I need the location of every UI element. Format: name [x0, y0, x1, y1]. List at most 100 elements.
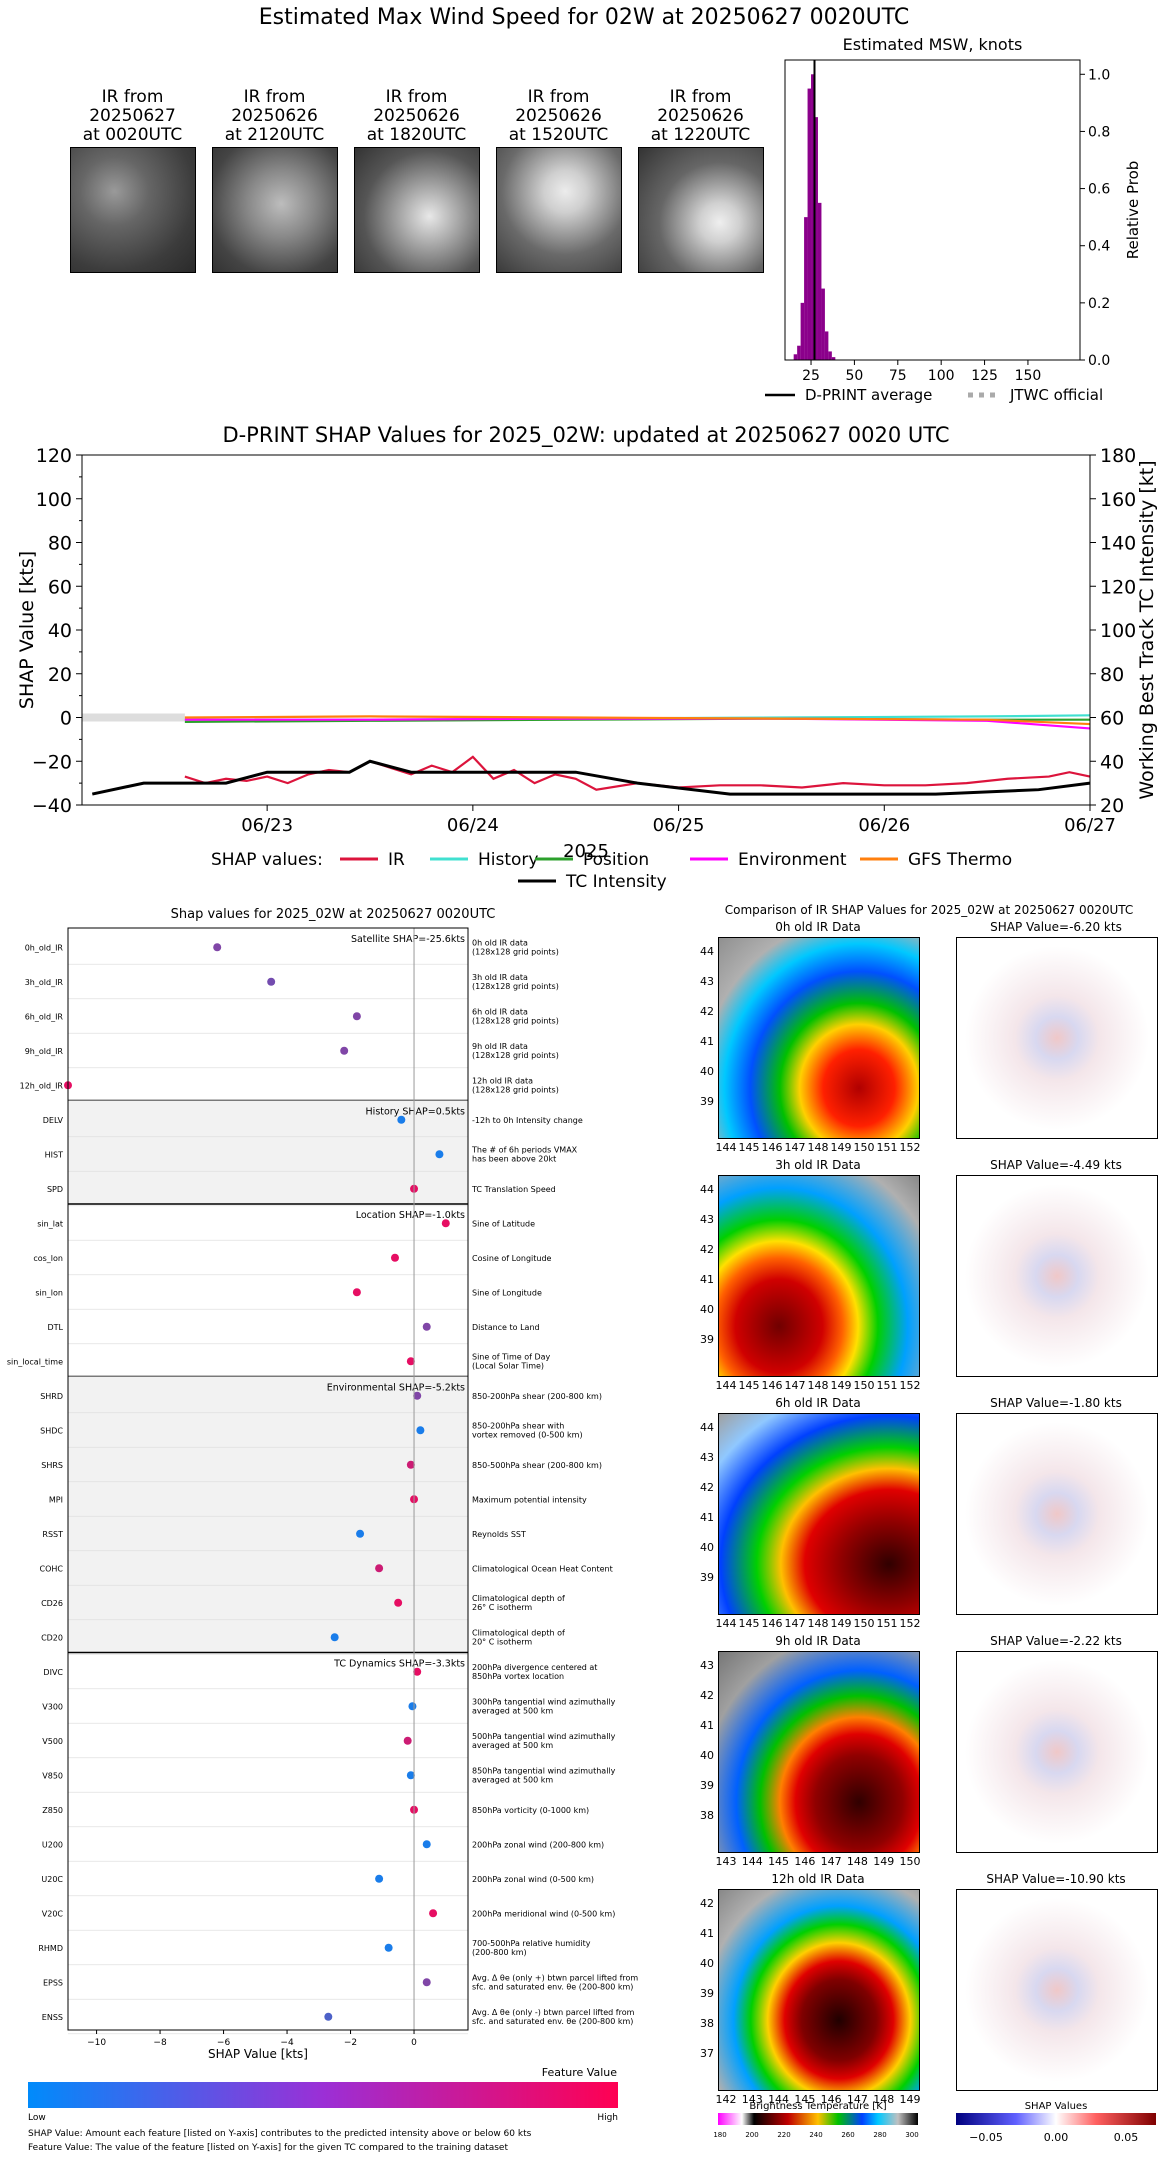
ir-x-tick-label: 150 [853, 1141, 875, 1154]
x-tick-label: −2 [344, 2038, 357, 2048]
x-tick-label: −8 [153, 2038, 167, 2048]
feature-point [422, 1322, 431, 1331]
group-label: Location SHAP=-1.0kts [356, 1210, 465, 1221]
ir-x-tick-label: 150 [853, 1617, 875, 1630]
x-tick-label: 06/26 [858, 815, 910, 836]
legend-official-label: JTWC official [1009, 386, 1103, 404]
feature-label: COHC [40, 1564, 64, 1573]
feature-point [422, 1978, 431, 1987]
histogram-bar [824, 331, 829, 360]
feature-label: U200 [42, 1840, 63, 1849]
ir-thumbnail-label: IR from 20250627 at 0020UTC [82, 87, 183, 145]
ir-x-tick-label: 149 [830, 1141, 852, 1154]
ir-y-tick-label: 41 [700, 1719, 714, 1732]
legend-label: TC Intensity [565, 872, 667, 892]
histogram-bar [814, 117, 818, 361]
feature-label: 3h_old_IR [25, 978, 64, 987]
ir-y-tick-label: 44 [700, 1183, 714, 1196]
x-tick-label: 06/25 [653, 815, 705, 836]
shap-colorbar-tick: 0.00 [1044, 2131, 1069, 2144]
legend-prefix: SHAP values: [211, 850, 323, 870]
feature-label: SHRD [40, 1392, 63, 1401]
feature-point [340, 1046, 349, 1055]
ir-y-tick-label: 43 [700, 1659, 714, 1672]
ir-data-image [718, 937, 920, 1139]
ir-x-tick-label: 148 [846, 1855, 868, 1868]
feature-point [324, 2012, 333, 2021]
ir-y-tick-label: 41 [700, 1927, 714, 1940]
ir-x-tick-label: 145 [738, 1379, 760, 1392]
ir-y-tick-label: 42 [700, 1897, 714, 1910]
feature-label: EPSS [43, 1978, 63, 1987]
y-tick-label: 0.2 [1088, 296, 1110, 312]
ir-x-tick-label: 146 [761, 1141, 783, 1154]
feature-point [213, 943, 222, 952]
feature-point [429, 1909, 438, 1918]
timeseries-axes-frame [81, 454, 1091, 806]
histogram-bar [804, 217, 808, 360]
group-label: Environmental SHAP=-5.2kts [327, 1383, 465, 1394]
feature-point [435, 1150, 444, 1159]
ir-x-tick-label: 151 [876, 1379, 898, 1392]
x-tick-label: −4 [280, 2038, 294, 2048]
feature-description: Avg. Δ θe (only +) btwn parcel lifted fr… [472, 1973, 638, 1991]
shap-colorbar-label: SHAP Values [1025, 2101, 1088, 2112]
ir-comparison-title: Comparison of IR SHAP Values for 2025_02… [724, 903, 1134, 917]
feature-point [375, 1874, 384, 1883]
ir-x-tick-label: 145 [738, 1141, 760, 1154]
feature-description: Reynolds SST [472, 1530, 526, 1539]
ir-shap-title: SHAP Value=-6.20 kts [990, 920, 1122, 934]
ir-y-tick-label: 43 [700, 975, 714, 988]
x-tick-label: 06/27 [1064, 815, 1116, 836]
ir-y-tick-label: 42 [700, 1243, 714, 1256]
ir-x-tick-label: 145 [794, 2093, 816, 2106]
ir-x-tick-label: 150 [899, 1855, 921, 1868]
feature-label: ENSS [42, 2013, 63, 2022]
ir-x-tick-label: 148 [873, 2093, 895, 2106]
feature-label: sin_local_time [7, 1357, 63, 1366]
ir-y-tick-label: 44 [700, 945, 714, 958]
histogram-bar [807, 88, 812, 361]
feature-description: Climatological depth of 26° C isotherm [472, 1594, 565, 1612]
ir-shap-title: SHAP Value=-10.90 kts [986, 1872, 1126, 1886]
feature-description: The # of 6h periods VMAX has been above 2… [471, 1145, 578, 1163]
ir-y-tick-label: 40 [700, 1303, 714, 1316]
feature-label: SHDC [40, 1426, 63, 1435]
y2-tick-label: 160 [1100, 489, 1136, 511]
ir-x-tick-label: 150 [853, 1379, 875, 1392]
feature-description: 850-200hPa shear (200-800 km) [472, 1392, 602, 1401]
ir-thumbnail-image [70, 147, 196, 273]
feature-point [413, 1391, 422, 1400]
ir-y-tick-label: 38 [700, 1809, 714, 1822]
feature-description: 6h old IR data (128x128 grid points) [472, 1007, 559, 1025]
colorbar-high-label: High [597, 2113, 618, 2123]
ir-shap-image [956, 1651, 1158, 1853]
feature-description: 850hPa tangential wind azimuthally averag… [472, 1766, 616, 1784]
feature-label: 6h_old_IR [25, 1012, 64, 1021]
ir-shap-image [956, 937, 1158, 1139]
x-tick-label: 75 [889, 368, 907, 384]
y-tick-label: 0.0 [1088, 353, 1110, 369]
footnote-1: SHAP Value: Amount each feature [listed … [28, 2129, 532, 2139]
feature-point [267, 977, 276, 986]
ir-y-tick-label: 40 [700, 1749, 714, 1762]
feature-description: -12h to 0h Intensity change [472, 1116, 583, 1125]
ir-x-tick-label: 144 [715, 1141, 737, 1154]
ir-shap-title: SHAP Value=-2.22 kts [990, 1634, 1122, 1648]
x-tick-label: 0 [411, 2038, 417, 2048]
feature-description: 3h old IR data (128x128 grid points) [472, 973, 559, 991]
feature-point [352, 1012, 361, 1021]
feature-description: TC Translation Speed [471, 1185, 556, 1194]
feature-label: Z850 [42, 1806, 63, 1815]
feature-description: 9h old IR data (128x128 grid points) [472, 1042, 559, 1060]
y2-tick-label: 60 [1100, 708, 1124, 730]
ir-shap-image [956, 1413, 1158, 1615]
feature-label: cos_lon [33, 1254, 63, 1263]
y-tick-label: 0.4 [1088, 239, 1110, 255]
ir-y-tick-label: 39 [700, 1571, 714, 1584]
legend-label: IR [388, 850, 405, 870]
ir-x-tick-label: 144 [768, 2093, 790, 2106]
y2-tick-label: 20 [1100, 795, 1124, 817]
ir-data-image [718, 1889, 920, 2091]
histogram-bar [828, 351, 832, 360]
